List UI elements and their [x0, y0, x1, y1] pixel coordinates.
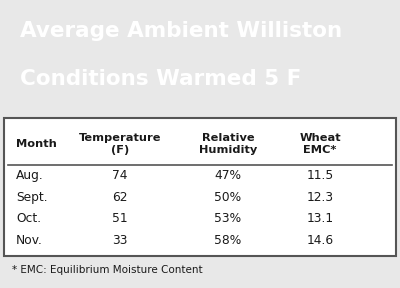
Text: Relative
Humidity: Relative Humidity [199, 133, 257, 155]
Text: 13.1: 13.1 [306, 212, 334, 226]
Text: 51: 51 [112, 212, 128, 226]
Text: Aug.: Aug. [16, 169, 44, 182]
Text: Oct.: Oct. [16, 212, 41, 226]
Text: Average Ambient Williston: Average Ambient Williston [20, 21, 342, 41]
Text: Month: Month [16, 139, 57, 149]
Text: 12.3: 12.3 [306, 191, 334, 204]
Text: 14.6: 14.6 [306, 234, 334, 247]
FancyBboxPatch shape [4, 118, 396, 256]
Text: * EMC: Equilibrium Moisture Content: * EMC: Equilibrium Moisture Content [12, 265, 203, 275]
Text: Wheat
EMC*: Wheat EMC* [299, 133, 341, 155]
Text: 74: 74 [112, 169, 128, 182]
Text: Conditions Warmed 5 F: Conditions Warmed 5 F [20, 69, 301, 89]
Text: Temperature
(F): Temperature (F) [79, 133, 161, 155]
Text: Sept.: Sept. [16, 191, 48, 204]
Text: 11.5: 11.5 [306, 169, 334, 182]
Text: 33: 33 [112, 234, 128, 247]
Text: 58%: 58% [214, 234, 242, 247]
Text: Nov.: Nov. [16, 234, 43, 247]
Text: 50%: 50% [214, 191, 242, 204]
Text: 47%: 47% [214, 169, 242, 182]
Text: 53%: 53% [214, 212, 242, 226]
Text: 62: 62 [112, 191, 128, 204]
